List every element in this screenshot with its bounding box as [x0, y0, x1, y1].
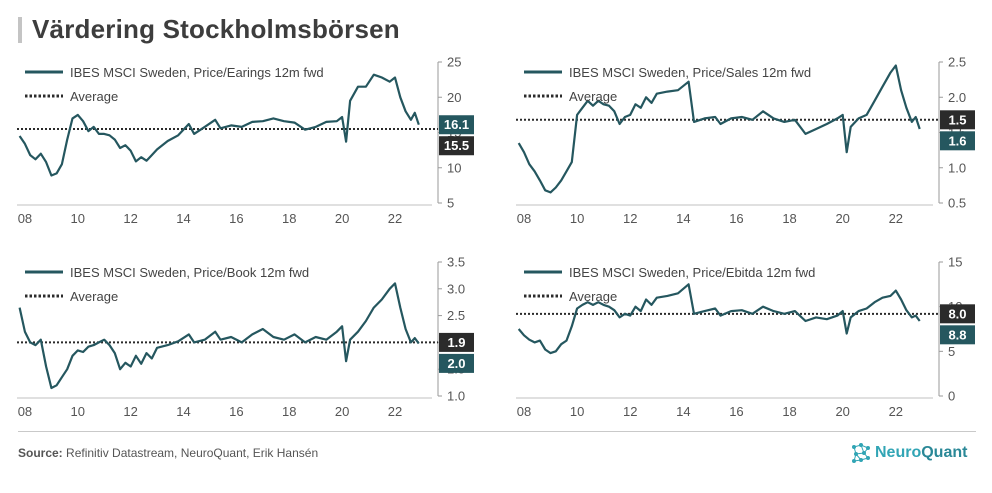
x-tick-label: 10	[570, 404, 584, 419]
x-tick-label: 16	[229, 211, 243, 226]
y-tick-label: 20	[447, 90, 461, 105]
legend-series-label: IBES MSCI Sweden, Price/Sales 12m fwd	[569, 65, 811, 80]
average-value-badge-text: 1.5	[948, 112, 966, 127]
legend-series-label: IBES MSCI Sweden, Price/Book 12m fwd	[70, 265, 309, 280]
source-text: Refinitiv Datastream, NeuroQuant, Erik H…	[62, 446, 319, 460]
y-tick-label: 1.0	[447, 389, 465, 404]
x-tick-label: 22	[889, 211, 903, 226]
network-node-icon	[852, 443, 870, 463]
y-tick-label: 2.0	[948, 90, 966, 105]
x-tick-label: 12	[623, 211, 637, 226]
average-value-badge	[439, 332, 474, 352]
title-accent-bar	[18, 17, 22, 43]
x-tick-label: 14	[676, 404, 690, 419]
average-value-badge	[940, 304, 975, 324]
x-tick-label: 20	[835, 211, 849, 226]
x-tick-label: 16	[729, 404, 743, 419]
x-tick-label: 16	[729, 211, 743, 226]
logo-text-quant: Quant	[921, 444, 968, 461]
y-tick-label: 5	[447, 196, 454, 211]
x-tick-label: 22	[388, 211, 402, 226]
neuroquant-logo: NeuroQuant	[850, 441, 967, 465]
series-line	[18, 73, 420, 177]
x-tick-label: 12	[623, 404, 637, 419]
y-tick-label: 2.5	[948, 55, 966, 70]
last-value-badge	[940, 131, 975, 151]
x-tick-label: 08	[18, 211, 32, 226]
average-value-badge-text: 8.0	[948, 306, 966, 321]
x-tick-label: 08	[18, 404, 32, 419]
x-tick-label: 10	[570, 211, 584, 226]
y-tick-label: 0	[948, 389, 955, 404]
y-tick-label: 3.0	[447, 281, 465, 296]
legend-average-label: Average	[569, 289, 617, 304]
charts-canvas: 5 10 15 20 25 08 10 12 14 16 18 20 22 IBES MSCI Swede…	[17, 55, 975, 419]
average-value-badge	[439, 136, 474, 156]
x-tick-label: 10	[71, 404, 85, 419]
y-tick-label: 2.5	[447, 308, 465, 323]
x-tick-label: 18	[782, 404, 796, 419]
y-tick-label: 0.5	[948, 196, 966, 211]
x-tick-label: 18	[282, 404, 296, 419]
x-tick-label: 14	[676, 211, 690, 226]
y-tick-label: 3.5	[447, 255, 465, 270]
last-value-badge	[439, 115, 474, 135]
x-tick-label: 16	[229, 404, 243, 419]
x-tick-label: 08	[517, 404, 531, 419]
x-tick-label: 18	[782, 211, 796, 226]
x-tick-label: 22	[889, 404, 903, 419]
x-tick-label: 14	[176, 211, 190, 226]
legend-average-label: Average	[70, 289, 118, 304]
source-label: Source:	[18, 446, 63, 460]
source-note: Source: Refinitiv Datastream, NeuroQuant…	[18, 446, 318, 460]
average-value-badge-text: 1.9	[447, 335, 465, 350]
average-value-badge-text: 15.5	[444, 138, 469, 153]
last-value-badge	[439, 353, 474, 373]
logo-text-neuro: Neuro	[875, 444, 922, 461]
x-tick-label: 20	[835, 404, 849, 419]
last-value-badge-text: 8.8	[948, 327, 966, 342]
x-tick-label: 12	[123, 404, 137, 419]
legend-series-label: IBES MSCI Sweden, Price/Earings 12m fwd	[70, 65, 324, 80]
y-tick-label: 15	[948, 255, 962, 270]
y-tick-label: 10	[447, 160, 461, 175]
y-tick-label: 1.0	[948, 160, 966, 175]
series-line	[517, 64, 921, 194]
last-value-badge	[940, 325, 975, 345]
y-tick-label: 25	[447, 55, 461, 70]
x-tick-label: 08	[517, 211, 531, 226]
x-tick-label: 14	[176, 404, 190, 419]
x-tick-label: 10	[71, 211, 85, 226]
legend-average-label: Average	[569, 89, 617, 104]
page-title: Värdering Stockholmsbörsen	[32, 14, 400, 44]
last-value-badge-text: 1.6	[948, 133, 966, 148]
legend-average-label: Average	[70, 89, 118, 104]
legend-series-label: IBES MSCI Sweden, Price/Ebitda 12m fwd	[569, 265, 815, 280]
x-tick-label: 22	[388, 404, 402, 419]
last-value-badge-text: 2.0	[447, 356, 465, 371]
x-tick-label: 18	[282, 211, 296, 226]
x-tick-label: 20	[335, 211, 349, 226]
series-line	[18, 282, 420, 390]
footer-divider	[18, 431, 976, 432]
x-tick-label: 20	[335, 404, 349, 419]
last-value-badge-text: 16.1	[444, 117, 469, 132]
x-tick-label: 12	[123, 211, 137, 226]
y-tick-label: 5	[948, 344, 955, 359]
series-line	[517, 283, 921, 355]
average-value-badge	[940, 110, 975, 130]
